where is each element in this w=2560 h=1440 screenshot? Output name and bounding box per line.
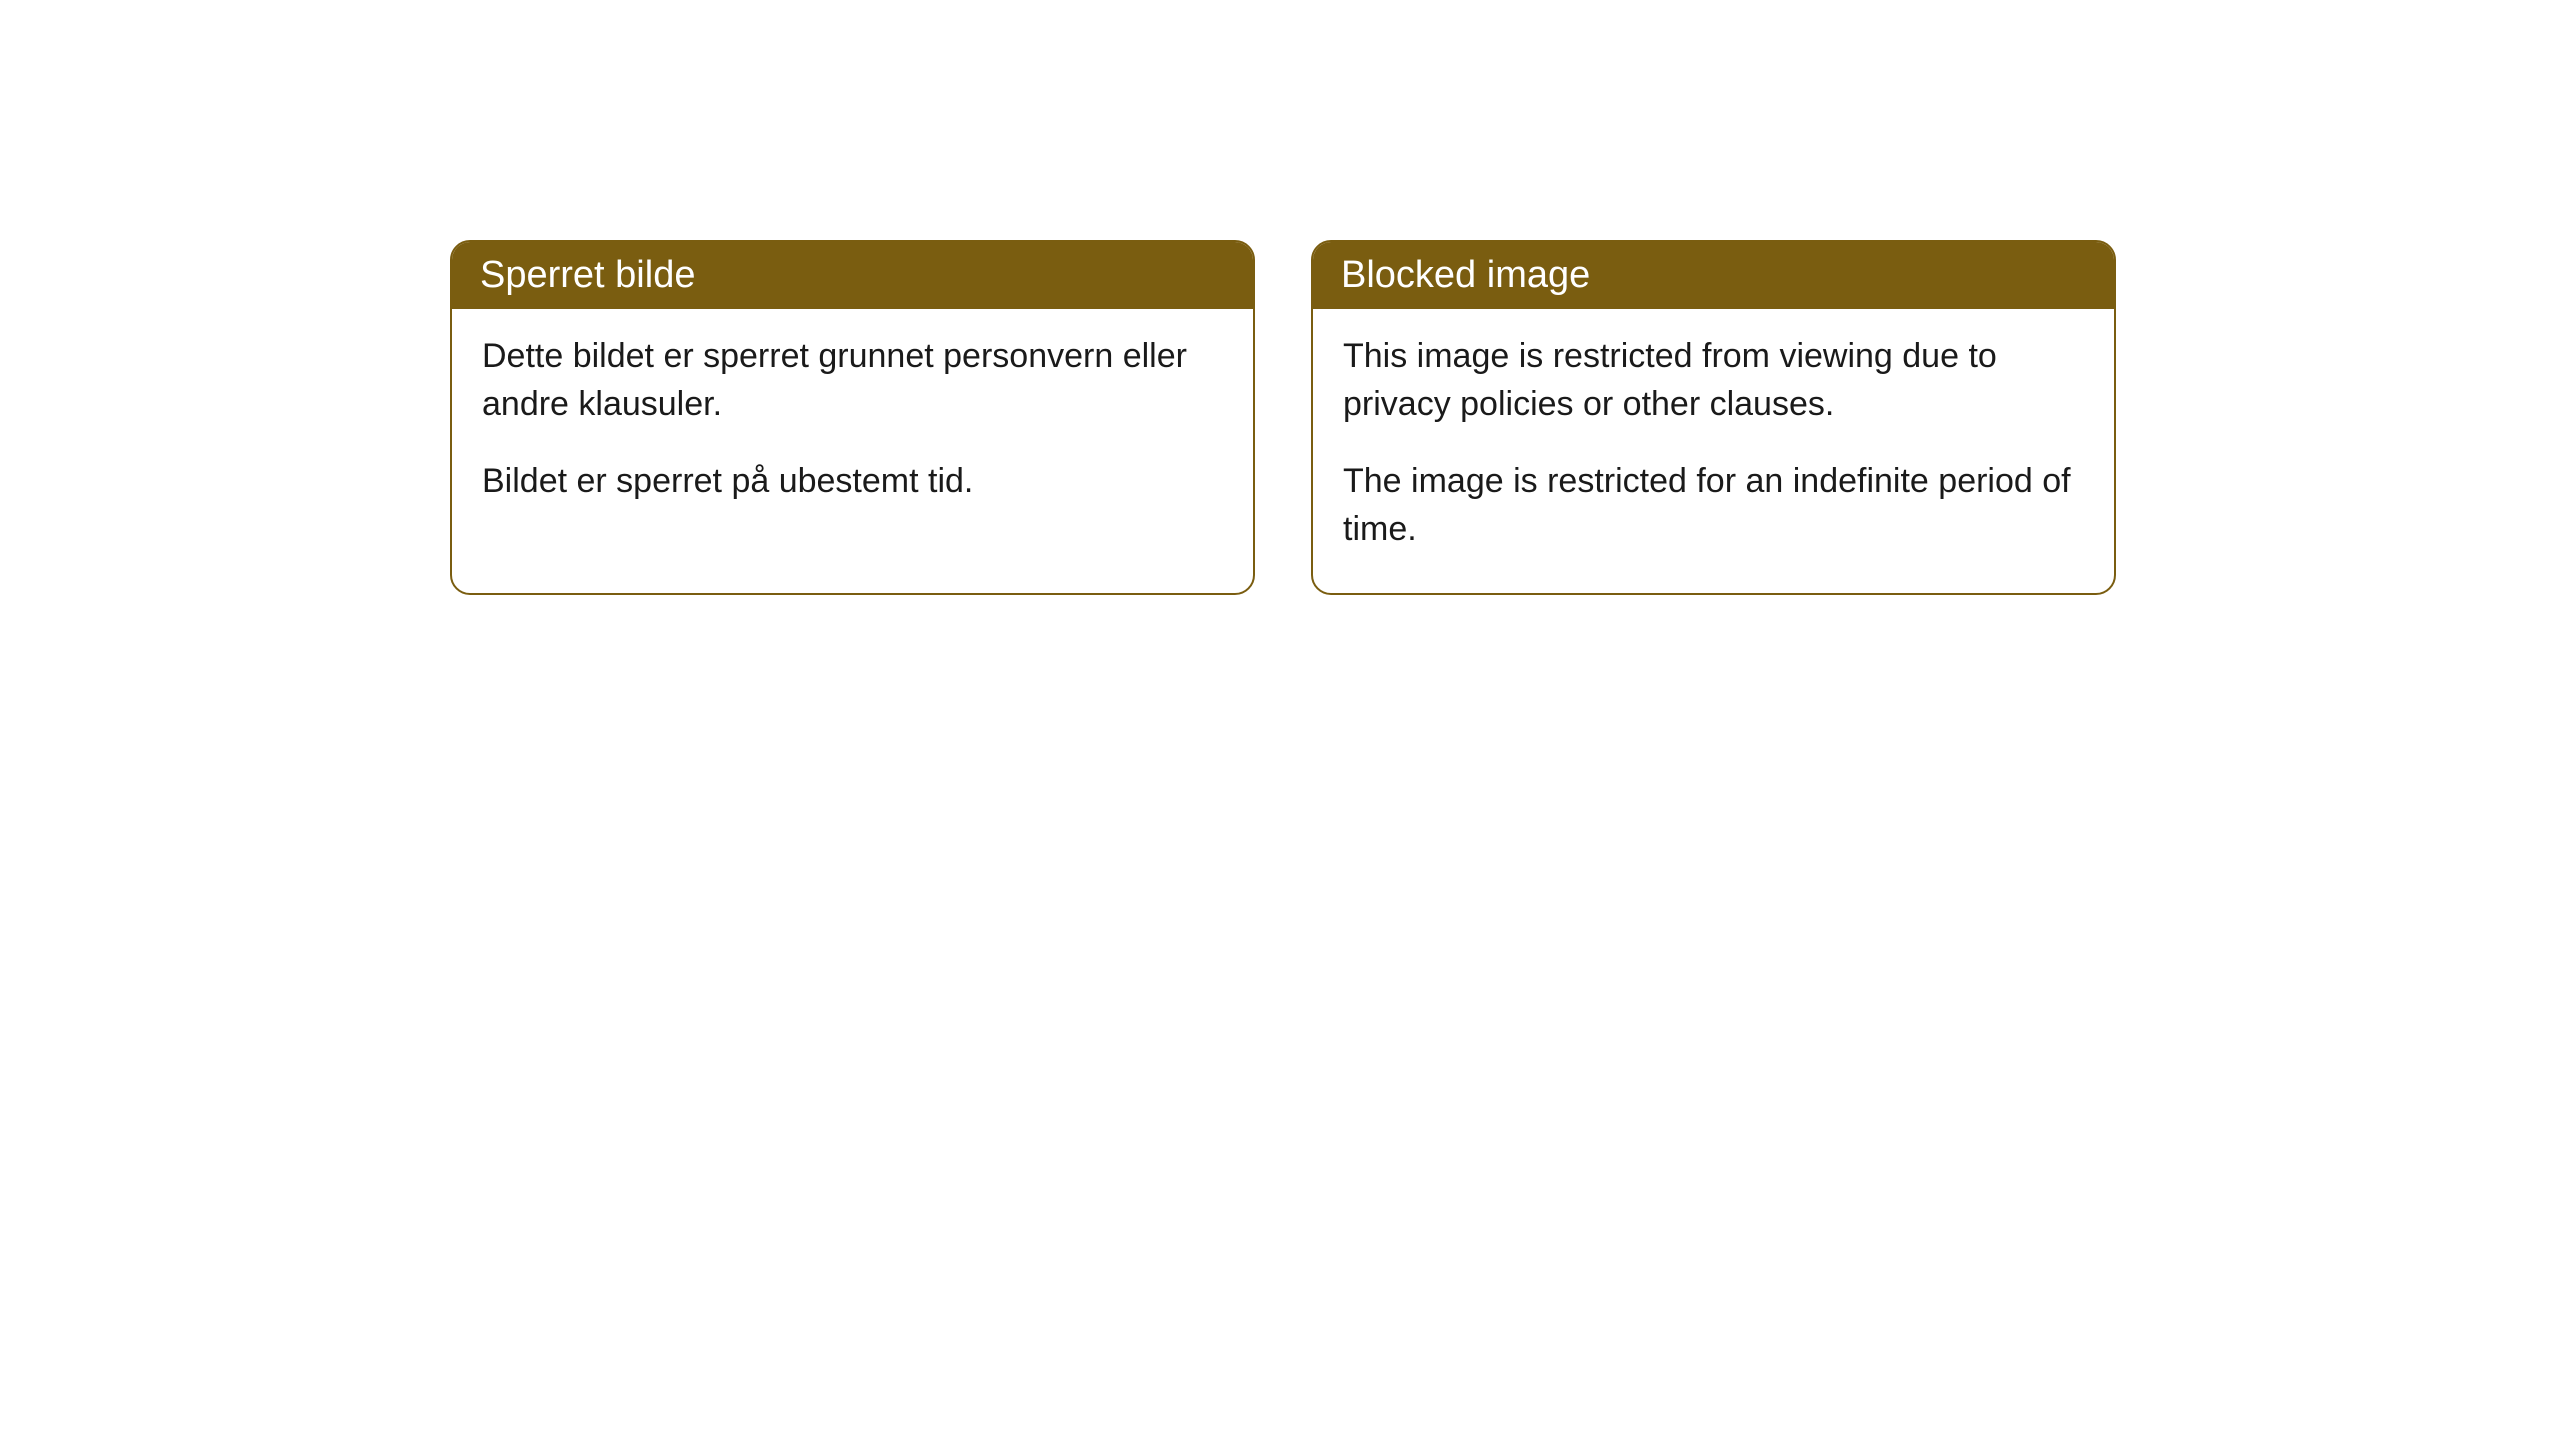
- card-paragraph-1-norwegian: Dette bildet er sperret grunnet personve…: [482, 333, 1223, 428]
- card-paragraph-2-norwegian: Bildet er sperret på ubestemt tid.: [482, 458, 1223, 506]
- cards-container: Sperret bilde Dette bildet er sperret gr…: [0, 0, 2560, 595]
- card-body-norwegian: Dette bildet er sperret grunnet personve…: [452, 309, 1253, 546]
- card-paragraph-2-english: The image is restricted for an indefinit…: [1343, 458, 2084, 553]
- card-body-english: This image is restricted from viewing du…: [1313, 309, 2114, 593]
- blocked-image-card-norwegian: Sperret bilde Dette bildet er sperret gr…: [450, 240, 1255, 595]
- card-paragraph-1-english: This image is restricted from viewing du…: [1343, 333, 2084, 428]
- blocked-image-card-english: Blocked image This image is restricted f…: [1311, 240, 2116, 595]
- card-header-norwegian: Sperret bilde: [452, 242, 1253, 309]
- card-header-english: Blocked image: [1313, 242, 2114, 309]
